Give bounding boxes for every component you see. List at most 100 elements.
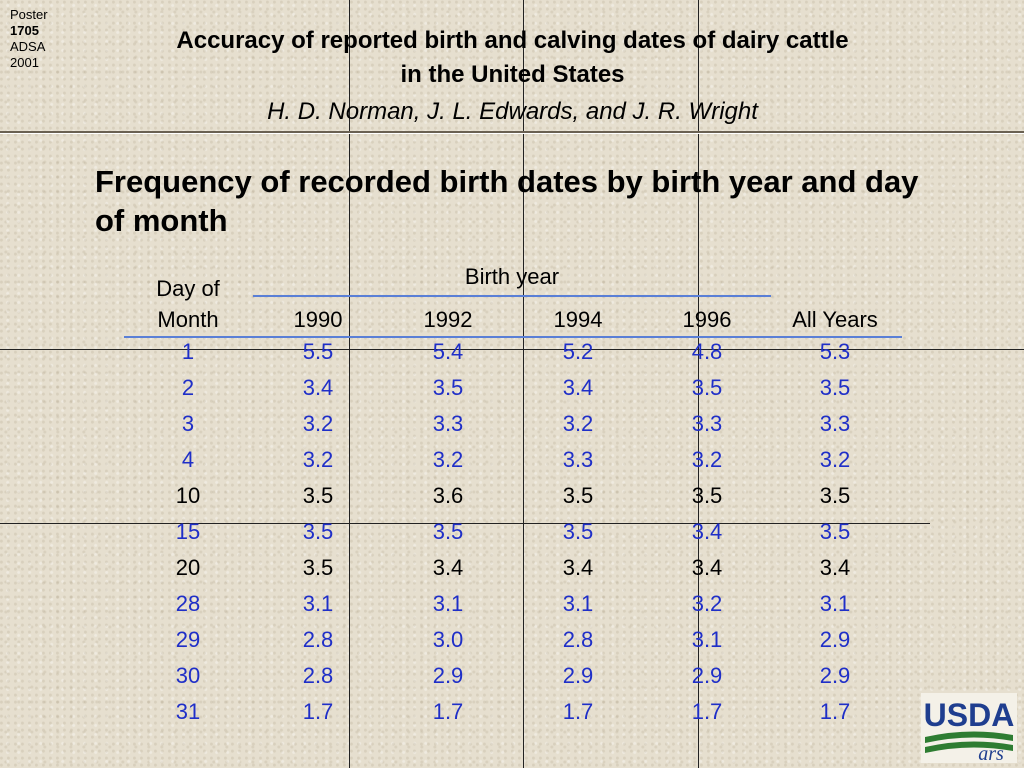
section-title: Frequency of recorded birth dates by bir… bbox=[95, 164, 919, 238]
value-cell: 3.3 bbox=[819, 411, 851, 436]
poster-org: ADSA bbox=[10, 39, 46, 54]
value-cell: 3.3 bbox=[562, 447, 594, 472]
value-cell: 3.1 bbox=[302, 591, 334, 616]
birth-year-header: Birth year bbox=[464, 264, 560, 289]
day-cell: 31 bbox=[175, 699, 201, 724]
value-cell: 2.9 bbox=[819, 627, 851, 652]
value-cell: 5.2 bbox=[562, 339, 594, 364]
day-cell: 2 bbox=[181, 375, 195, 400]
grid-horizontal-line bbox=[0, 523, 930, 524]
poster-number: 1705 bbox=[10, 23, 39, 38]
value-cell: 3.5 bbox=[819, 375, 851, 400]
table-row: 31 1.7 1.7 1.7 1.7 1.7 bbox=[0, 699, 1024, 735]
value-cell: 3.5 bbox=[819, 483, 851, 508]
value-cell: 4.8 bbox=[691, 339, 723, 364]
poster-label: Poster 1705 ADSA 2001 bbox=[10, 7, 48, 71]
page-title-line2: in the United States bbox=[400, 61, 625, 88]
value-cell: 5.3 bbox=[819, 339, 851, 364]
header-divider bbox=[0, 131, 1024, 134]
value-cell: 2.9 bbox=[691, 663, 723, 688]
day-header-line2: Month bbox=[157, 307, 219, 332]
birth-year-rule bbox=[253, 295, 771, 297]
day-cell: 4 bbox=[181, 447, 195, 472]
day-cell: 30 bbox=[175, 663, 201, 688]
value-cell: 3.5 bbox=[562, 519, 594, 544]
table-row: 29 2.8 3.0 2.8 3.1 2.9 bbox=[0, 627, 1024, 663]
column-header-all-years: All Years bbox=[792, 307, 878, 332]
day-cell: 3 bbox=[181, 411, 195, 436]
value-cell: 3.2 bbox=[432, 447, 464, 472]
value-cell: 3.2 bbox=[691, 447, 723, 472]
day-cell: 15 bbox=[175, 519, 201, 544]
value-cell: 3.4 bbox=[819, 555, 851, 580]
value-cell: 3.5 bbox=[691, 375, 723, 400]
value-cell: 3.3 bbox=[432, 411, 464, 436]
value-cell: 1.7 bbox=[562, 699, 594, 724]
day-cell: 10 bbox=[175, 483, 201, 508]
grid-vertical-line bbox=[349, 0, 350, 768]
poster-year: 2001 bbox=[10, 55, 39, 70]
value-cell: 3.6 bbox=[432, 483, 464, 508]
value-cell: 3.4 bbox=[691, 519, 723, 544]
value-cell: 2.8 bbox=[302, 663, 334, 688]
logo-background bbox=[921, 693, 1017, 763]
value-cell: 3.5 bbox=[302, 483, 334, 508]
value-cell: 5.4 bbox=[432, 339, 464, 364]
authors: H. D. Norman, J. L. Edwards, and J. R. W… bbox=[267, 98, 758, 125]
value-cell: 3.2 bbox=[302, 411, 334, 436]
usda-ars-logo: USDA ars bbox=[921, 693, 1017, 763]
value-cell: 3.2 bbox=[302, 447, 334, 472]
value-cell: 3.5 bbox=[691, 483, 723, 508]
value-cell: 3.2 bbox=[562, 411, 594, 436]
value-cell: 1.7 bbox=[302, 699, 334, 724]
day-cell: 28 bbox=[175, 591, 201, 616]
day-cell: 1 bbox=[181, 339, 195, 364]
value-cell: 2.9 bbox=[432, 663, 464, 688]
value-cell: 2.8 bbox=[302, 627, 334, 652]
value-cell: 1.7 bbox=[691, 699, 723, 724]
value-cell: 1.7 bbox=[819, 699, 851, 724]
table-row: 28 3.1 3.1 3.1 3.2 3.1 bbox=[0, 591, 1024, 627]
value-cell: 3.5 bbox=[819, 519, 851, 544]
value-cell: 2.9 bbox=[562, 663, 594, 688]
table-row: 30 2.8 2.9 2.9 2.9 2.9 bbox=[0, 663, 1024, 699]
value-cell: 3.4 bbox=[562, 555, 594, 580]
table-row: 15 3.5 3.5 3.5 3.4 3.5 bbox=[0, 519, 1024, 555]
value-cell: 3.5 bbox=[302, 555, 334, 580]
value-cell: 5.5 bbox=[302, 339, 334, 364]
logo-stripe bbox=[925, 741, 1013, 753]
value-cell: 3.4 bbox=[562, 375, 594, 400]
grid-vertical-line bbox=[523, 0, 524, 768]
page-title-line1: Accuracy of reported birth and calving d… bbox=[176, 27, 849, 54]
table-row: 2 3.4 3.5 3.4 3.5 3.5 bbox=[0, 375, 1024, 411]
table-row: 20 3.5 3.4 3.4 3.4 3.4 bbox=[0, 555, 1024, 591]
column-header-1994: 1994 bbox=[553, 307, 603, 332]
poster-word: Poster bbox=[10, 7, 48, 22]
column-header-1992: 1992 bbox=[423, 307, 473, 332]
value-cell: 3.1 bbox=[432, 591, 464, 616]
value-cell: 3.1 bbox=[819, 591, 851, 616]
day-cell: 20 bbox=[175, 555, 201, 580]
value-cell: 3.4 bbox=[432, 555, 464, 580]
table-row: 4 3.2 3.2 3.3 3.2 3.2 bbox=[0, 447, 1024, 483]
value-cell: 2.9 bbox=[819, 663, 851, 688]
value-cell: 3.1 bbox=[562, 591, 594, 616]
value-cell: 3.3 bbox=[691, 411, 723, 436]
day-header-line1: Day of bbox=[156, 276, 220, 301]
column-header-1990: 1990 bbox=[293, 307, 343, 332]
value-cell: 3.2 bbox=[819, 447, 851, 472]
grid-horizontal-line bbox=[0, 349, 1024, 350]
logo-ars-text: ars bbox=[978, 743, 1004, 763]
value-cell: 3.2 bbox=[691, 591, 723, 616]
value-cell: 3.5 bbox=[302, 519, 334, 544]
value-cell: 2.8 bbox=[562, 627, 594, 652]
value-cell: 3.0 bbox=[432, 627, 464, 652]
day-cell: 29 bbox=[175, 627, 201, 652]
value-cell: 3.1 bbox=[691, 627, 723, 652]
value-cell: 3.5 bbox=[562, 483, 594, 508]
table-row: 1 5.5 5.4 5.2 4.8 5.3 bbox=[0, 339, 1024, 375]
value-cell: 1.7 bbox=[432, 699, 464, 724]
value-cell: 3.5 bbox=[432, 519, 464, 544]
table-header-rule bbox=[124, 336, 902, 338]
table-row: 10 3.5 3.6 3.5 3.5 3.5 bbox=[0, 483, 1024, 519]
